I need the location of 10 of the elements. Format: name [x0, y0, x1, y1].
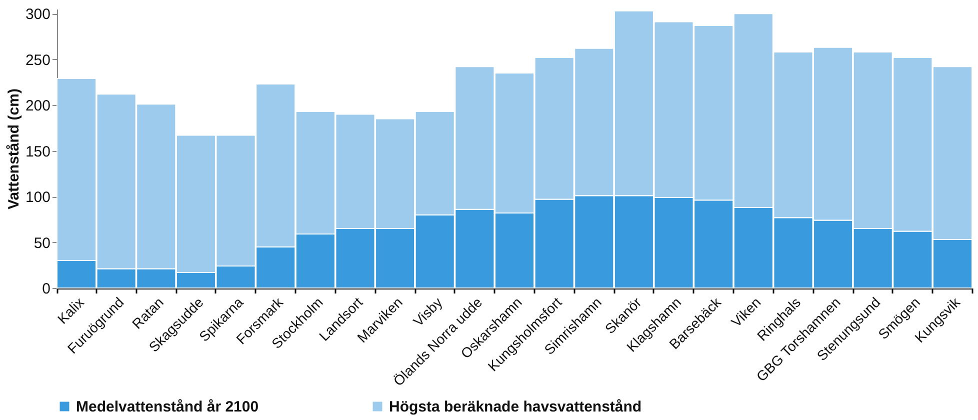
y-axis-title: Vattenstånd (cm) [5, 88, 22, 210]
y-tick-label: 100 [25, 189, 50, 206]
y-tick-label: 0 [42, 280, 50, 298]
legend-label: Högsta beräknade havsvattenstånd [389, 398, 642, 416]
y-tick-label: 250 [25, 52, 50, 69]
y-tick-label: 200 [25, 98, 50, 115]
legend-label: Medelvattenstånd år 2100 [76, 398, 259, 416]
y-tick-label: 300 [25, 6, 50, 24]
y-tick-label: 150 [25, 143, 50, 160]
y-tick-label: 50 [34, 234, 50, 252]
